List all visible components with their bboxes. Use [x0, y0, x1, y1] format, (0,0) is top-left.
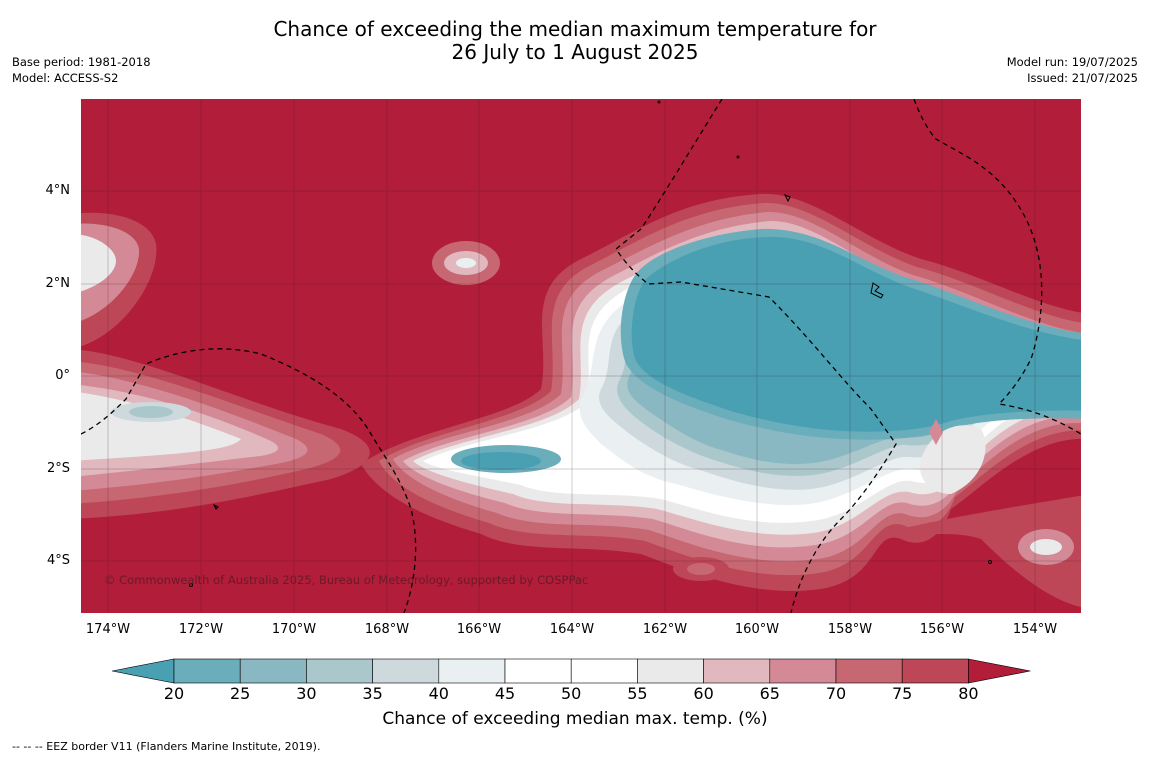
- issued-text: Issued: 21/07/2025: [1027, 71, 1138, 85]
- lat-label-4n: 4°N: [45, 183, 71, 198]
- title-line-2: 26 July to 1 August 2025: [451, 40, 699, 64]
- lon-label-156w: 156°W: [919, 622, 965, 637]
- colorbar-tick-label: 65: [759, 684, 780, 703]
- model-run-text: Model run: 19/07/2025: [1006, 55, 1138, 69]
- map-plot: [81, 99, 1081, 613]
- lon-label-160w: 160°W: [734, 622, 780, 637]
- colorbar-tick-label: 45: [494, 684, 516, 703]
- lat-label-4s: 4°S: [46, 553, 70, 568]
- colorbar-tick-label: 40: [428, 684, 449, 703]
- lon-label-172w: 172°W: [178, 622, 224, 637]
- colorbar-segment: [637, 658, 704, 684]
- colorbar-segment: [703, 658, 771, 684]
- lon-label-158w: 158°W: [827, 622, 873, 637]
- lat-label-2s: 2°S: [46, 461, 70, 476]
- colorbar-segment: [438, 658, 506, 684]
- colorbar-tick-label: 70: [825, 684, 847, 703]
- meta-left: Base period: 1981-2018 Model: ACCESS-S2: [12, 54, 151, 86]
- colorbar-segment: [372, 658, 440, 684]
- colorbar-segment: [769, 658, 837, 684]
- small-north-blob: [432, 241, 500, 285]
- model-text: Model: ACCESS-S2: [12, 71, 119, 85]
- lon-label-166w: 166°W: [456, 622, 502, 637]
- colorbar-extend-high: [968, 658, 1031, 684]
- lon-label-174w: 174°W: [85, 622, 131, 637]
- map-title: Chance of exceeding the median maximum t…: [0, 18, 1150, 64]
- colorbar-tick-label: 30: [296, 684, 317, 703]
- colorbar: [112, 658, 1031, 684]
- colorbar-tick-label: 20: [163, 684, 185, 703]
- colorbar-tick-label: 75: [892, 684, 913, 703]
- colorbar-tick-label: 50: [561, 684, 582, 703]
- copyright-text: © Commonwealth of Australia 2025, Bureau…: [104, 573, 589, 587]
- grid-lines: [81, 99, 1081, 613]
- colorbar-label: Chance of exceeding median max. temp. (%…: [382, 709, 768, 729]
- colorbar-tick-label: 60: [693, 684, 714, 703]
- colorbar-segment: [835, 658, 903, 684]
- lon-label-164w: 164°W: [549, 622, 595, 637]
- colorbar-segment: [173, 658, 241, 684]
- colorbar-tick-label: 35: [362, 684, 383, 703]
- colorbar-tick-label: 80: [958, 684, 979, 703]
- left-anomaly-region: [81, 350, 370, 519]
- colorbar-segment: [901, 658, 969, 684]
- meta-right: Model run: 19/07/2025 Issued: 21/07/2025: [1007, 54, 1138, 86]
- islands: [189, 100, 992, 587]
- footer-note: -- -- -- EEZ border V11 (Flanders Marine…: [12, 740, 321, 753]
- colorbar-tick-label: 55: [627, 684, 648, 703]
- lon-label-168w: 168°W: [364, 622, 410, 637]
- lon-label-154w: 154°W: [1012, 622, 1058, 637]
- lon-label-170w: 170°W: [271, 622, 317, 637]
- colorbar-extend-low: [112, 658, 175, 684]
- lat-label-0: 0°: [55, 368, 70, 383]
- eez-borders: [81, 99, 1081, 613]
- title-line-1: Chance of exceeding the median maximum t…: [273, 17, 877, 41]
- colorbar-tick-label: 25: [230, 684, 251, 703]
- colorbar-segment: [306, 658, 373, 684]
- lower-right-region: [673, 419, 1081, 608]
- colorbar-segment: [570, 658, 638, 684]
- main-cool-region: [361, 193, 1081, 591]
- lon-label-162w: 162°W: [642, 622, 688, 637]
- base-period-text: Base period: 1981-2018: [12, 55, 151, 69]
- colorbar-segment: [504, 658, 572, 684]
- colorbar-segment: [239, 658, 307, 684]
- lat-label-2n: 2°N: [45, 276, 71, 291]
- left-edge-north-region: [81, 212, 157, 347]
